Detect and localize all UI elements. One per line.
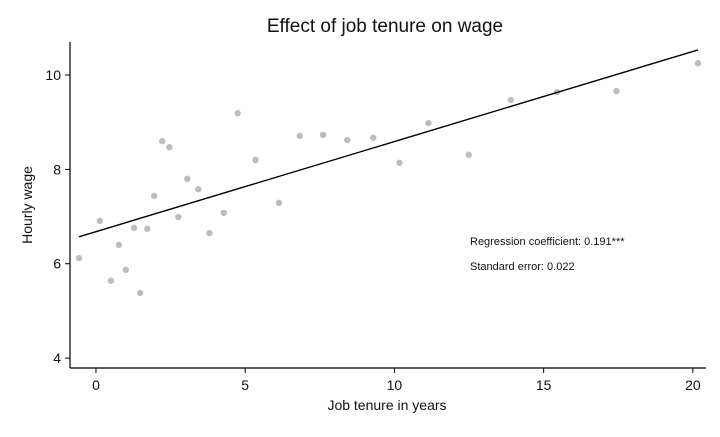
y-tick-label: 4 — [53, 350, 61, 366]
y-tick-label: 10 — [45, 67, 61, 83]
data-point — [136, 289, 144, 297]
x-tick-label: 10 — [387, 377, 403, 393]
data-point — [613, 87, 620, 95]
y-axis-label: Hourly wage — [19, 166, 35, 244]
regression-line — [78, 49, 699, 238]
data-point — [252, 156, 259, 164]
data-point — [465, 151, 472, 158]
data-point — [150, 192, 158, 200]
data-point — [319, 131, 327, 139]
data-point — [130, 224, 138, 232]
data-point — [115, 241, 123, 249]
data-point — [175, 213, 182, 221]
annotation-standard-error: Standard error: 0.022 — [470, 261, 575, 273]
x-tick-label: 5 — [241, 377, 249, 393]
data-point — [275, 199, 283, 207]
x-tick-label: 20 — [685, 377, 701, 393]
data-point — [195, 185, 202, 193]
data-point — [75, 254, 83, 262]
y-tick-label: 6 — [53, 256, 61, 272]
data-point — [184, 175, 191, 183]
data-point — [396, 159, 403, 166]
data-point — [159, 137, 166, 145]
y-tick-label: 8 — [53, 161, 61, 177]
data-point — [144, 225, 151, 233]
chart-title: Effect of job tenure on wage — [267, 16, 503, 37]
annotation-coefficient: Regression coefficient: 0.191*** — [470, 236, 625, 248]
data-point — [694, 60, 702, 67]
data-point — [107, 277, 115, 284]
data-point — [344, 136, 351, 144]
x-tick-label: 15 — [536, 377, 552, 393]
x-tick-label: 0 — [92, 377, 100, 393]
data-point — [96, 217, 104, 225]
data-point — [122, 266, 130, 274]
data-point — [507, 96, 515, 104]
data-point — [206, 229, 213, 237]
data-point — [425, 119, 432, 127]
data-point — [166, 144, 173, 151]
x-axis-label: Job tenure in years — [327, 397, 446, 413]
data-point — [234, 110, 241, 117]
data-point — [296, 132, 304, 140]
data-point — [370, 134, 377, 141]
data-point — [220, 209, 227, 216]
